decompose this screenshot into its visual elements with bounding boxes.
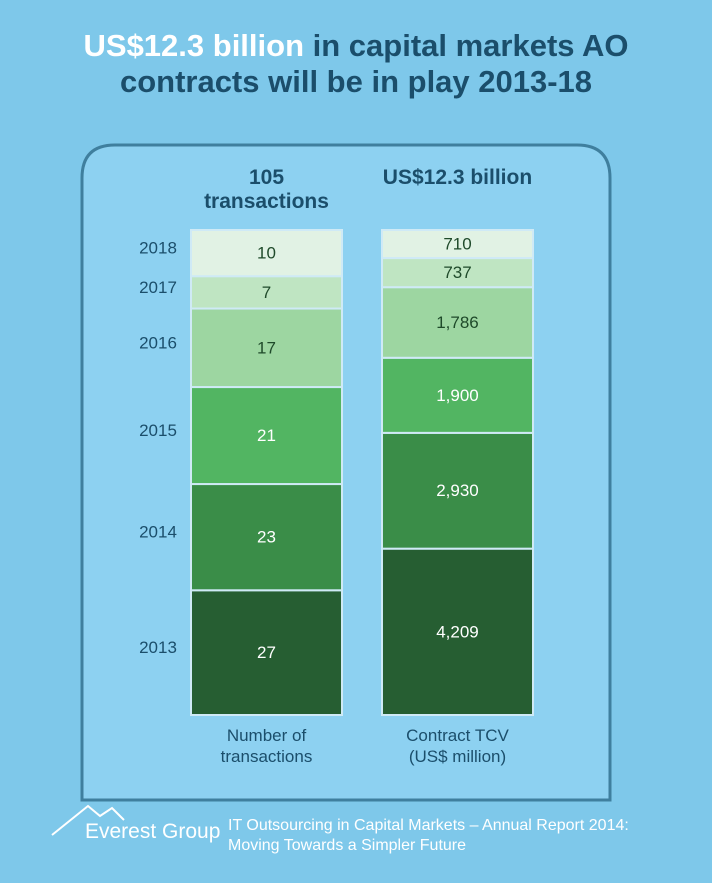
bar-segment — [190, 589, 343, 716]
title-highlight: US$12.3 billion — [83, 28, 305, 63]
value-label: 737 — [443, 263, 471, 282]
value-label: 1,900 — [436, 386, 479, 405]
bar-segment — [381, 356, 534, 434]
bar-segment — [381, 286, 534, 359]
brand: Everest Group — [85, 820, 221, 843]
bar-segment — [381, 257, 534, 289]
year-label: 2017 — [139, 278, 177, 297]
bar-segment — [190, 483, 343, 592]
bar-segment — [381, 229, 534, 260]
value-label: 2,930 — [436, 481, 479, 500]
value-label: 710 — [443, 235, 471, 254]
value-label: 1,786 — [436, 313, 479, 332]
category-label: Contract TCV (US$ million) — [406, 726, 509, 766]
value-label: 4,209 — [436, 622, 479, 641]
bar-segment — [190, 386, 343, 486]
value-label: 23 — [257, 528, 276, 547]
category-label: Number of transactions — [220, 726, 313, 766]
value-label: 10 — [257, 244, 276, 263]
year-label: 2013 — [139, 638, 177, 657]
value-label: 27 — [257, 643, 276, 662]
value-label: 7 — [262, 283, 271, 302]
column-header: US$12.3 billion — [382, 166, 533, 189]
source: IT Outsourcing in Capital Markets – Annu… — [228, 817, 629, 854]
column-header: 105 transactions — [204, 166, 329, 213]
logo-mark — [51, 804, 125, 836]
year-label: 2016 — [139, 333, 177, 352]
value-label: 21 — [257, 426, 276, 445]
title: US$12.3 billion in capital markets AO co… — [20, 28, 692, 100]
year-label: 2018 — [139, 239, 177, 258]
year-label: 2015 — [139, 421, 177, 440]
bar-segment — [190, 307, 343, 389]
year-label: 2014 — [139, 523, 177, 542]
value-label: 17 — [257, 338, 276, 357]
bar-segment — [190, 229, 343, 278]
title-text: in capital markets AO contracts will be … — [119, 28, 629, 99]
